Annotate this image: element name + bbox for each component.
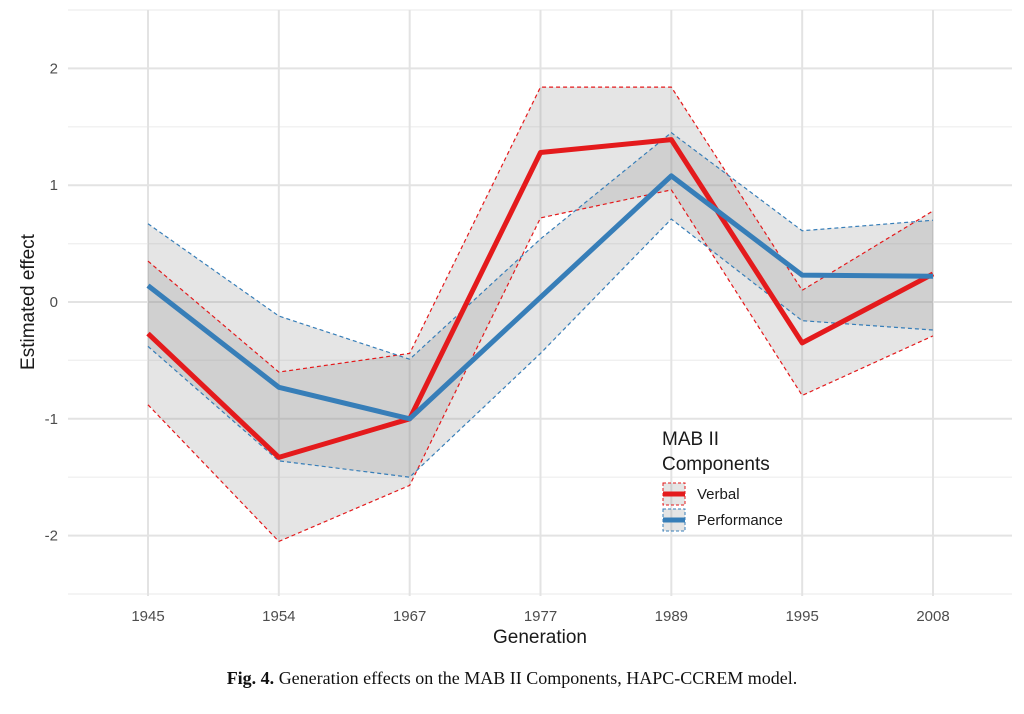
x-tick-label: 2008 bbox=[916, 608, 949, 625]
legend-title-line-2: Components bbox=[662, 454, 770, 475]
tick-labels: 1945 1954 1967 1977 1989 1995 2008 -2 -1 0 1 2 bbox=[45, 60, 950, 625]
x-tick-label: 1945 bbox=[131, 608, 164, 625]
figure-caption: Fig. 4. Generation effects on the MAB II… bbox=[0, 668, 1024, 689]
legend: MAB II Components Verbal Performance bbox=[662, 429, 783, 532]
verbal-lower-bound bbox=[147, 189, 934, 543]
legend-label-verbal: Verbal bbox=[697, 486, 740, 503]
y-tick-label: -2 bbox=[45, 528, 58, 545]
y-tick-label: 0 bbox=[50, 294, 58, 311]
legend-label-performance: Performance bbox=[697, 512, 783, 529]
confidence-bounds bbox=[147, 86, 934, 543]
y-tick-label: 2 bbox=[50, 60, 58, 77]
legend-keys: Verbal Performance bbox=[662, 482, 783, 532]
caption-text: Generation effects on the MAB II Compone… bbox=[274, 668, 798, 688]
performance-lower-bound bbox=[147, 218, 934, 478]
series-line-performance bbox=[146, 173, 934, 422]
ribbon-verbal bbox=[148, 87, 933, 542]
performance-upper-bound bbox=[147, 131, 934, 360]
series-line-verbal bbox=[146, 137, 935, 460]
x-tick-label: 1989 bbox=[655, 608, 688, 625]
y-axis-title: Estimated effect bbox=[18, 233, 39, 370]
confidence-ribbons bbox=[148, 87, 933, 542]
legend-title-line-1: MAB II bbox=[662, 429, 719, 450]
y-tick-label: -1 bbox=[45, 411, 58, 428]
verbal-upper-bound bbox=[147, 86, 934, 373]
series-lines bbox=[146, 137, 935, 460]
caption-label: Fig. 4. bbox=[226, 668, 275, 688]
x-tick-label: 1967 bbox=[393, 608, 426, 625]
grid-lines bbox=[68, 9, 1012, 596]
x-tick-label: 1977 bbox=[524, 608, 557, 625]
x-tick-label: 1954 bbox=[262, 608, 295, 625]
x-axis-title: Generation bbox=[493, 627, 587, 648]
y-tick-label: 1 bbox=[50, 177, 58, 194]
x-tick-label: 1995 bbox=[785, 608, 818, 625]
ribbon-performance bbox=[148, 132, 933, 478]
